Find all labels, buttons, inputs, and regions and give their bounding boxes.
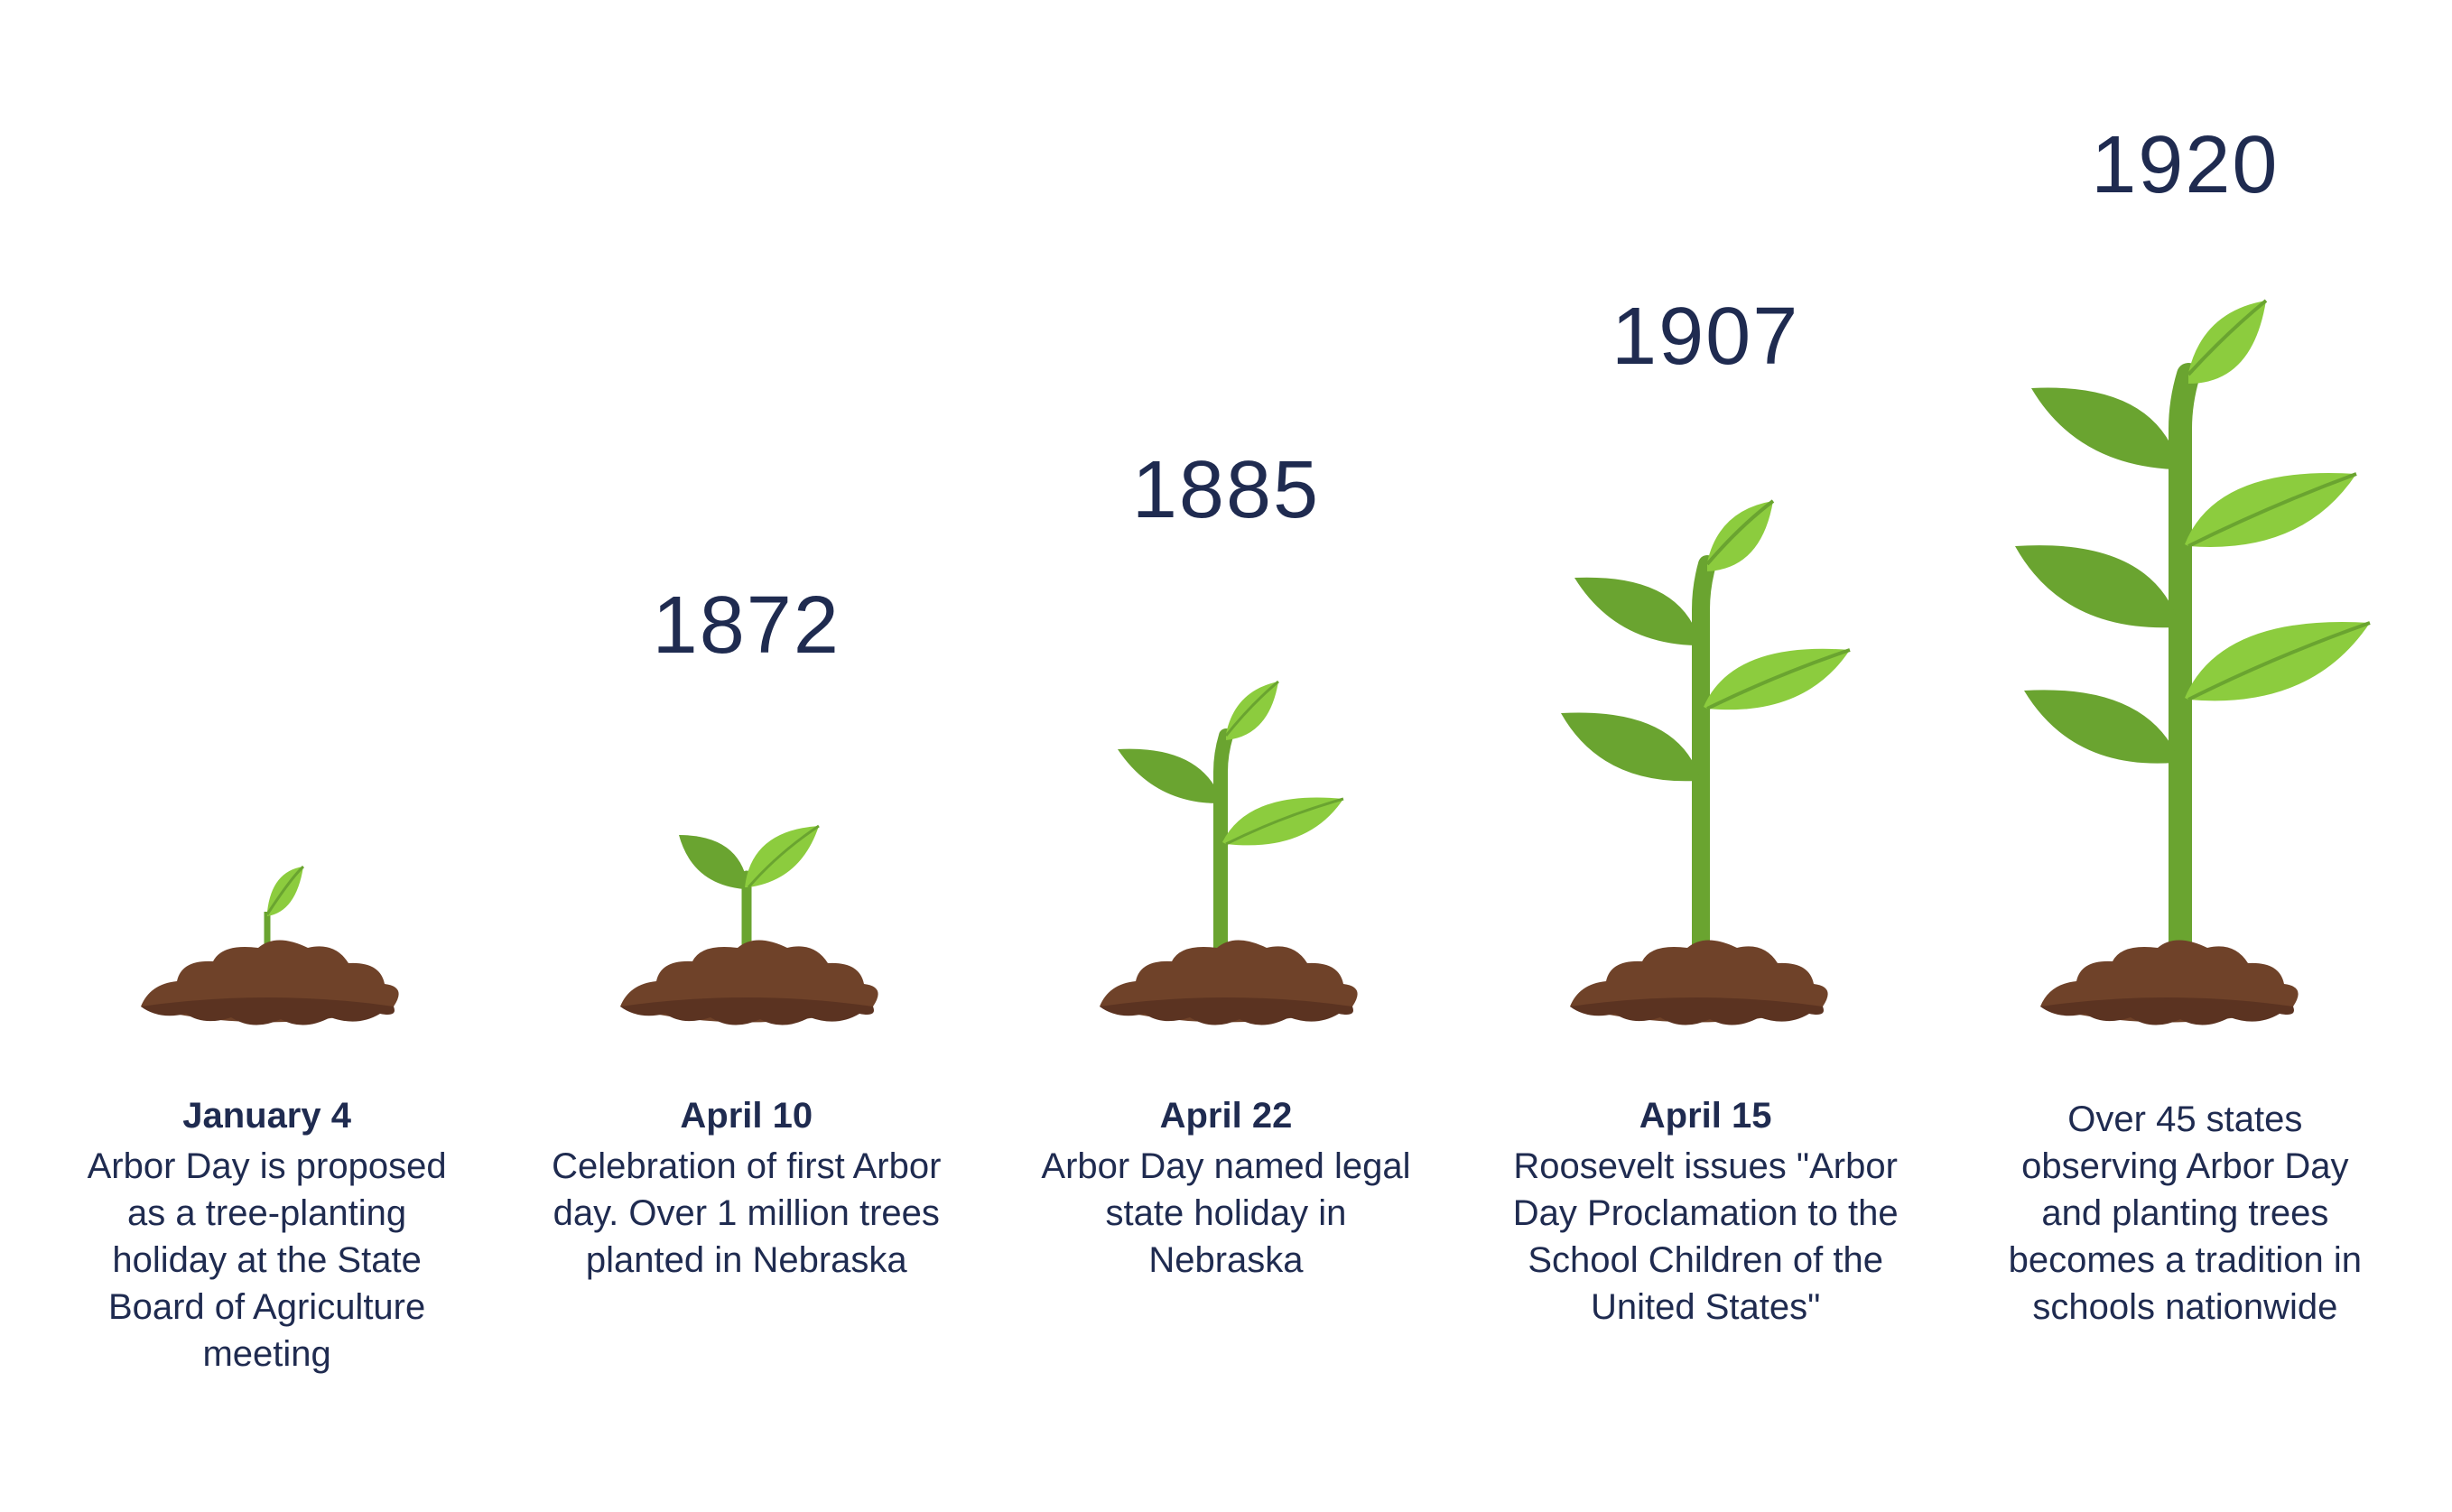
soil-mound-icon — [1570, 941, 1828, 1025]
stage-1: 1872 — [33, 643, 502, 1034]
desc-text: Over 45 states observing Arbor Day and p… — [1986, 1096, 2383, 1331]
text-2: April 10 Celebration of first Arbor day.… — [548, 1092, 945, 1377]
year-4: 1907 — [1611, 291, 1799, 384]
text-5: Over 45 states observing Arbor Day and p… — [1986, 1092, 2383, 1377]
stage-4: 1907 — [1471, 291, 1940, 1034]
soil-mound-icon — [141, 941, 399, 1025]
stage-3: 1885 — [991, 444, 1461, 1034]
year-5: 1920 — [2091, 119, 2279, 212]
soil-mound-icon — [620, 941, 878, 1025]
date-label: April 15 — [1507, 1092, 1904, 1139]
year-3: 1885 — [1132, 444, 1320, 537]
text-1: January 4 Arbor Day is proposed as a tre… — [69, 1092, 466, 1377]
desc-text: Arbor Day named legal state holiday in N… — [1027, 1143, 1425, 1284]
plant-growing-icon — [1516, 420, 1895, 1034]
desc-text: Celebration of first Arbor day. Over 1 m… — [548, 1143, 945, 1284]
soil-mound-icon — [2040, 941, 2299, 1025]
plant-sprout-icon — [114, 772, 421, 1034]
plants-row: 1872 1872 1885 — [0, 119, 2452, 1034]
plant-mature-icon — [1968, 248, 2401, 1034]
stage-5: 1920 — [1950, 119, 2419, 1034]
plant-seedling-icon — [593, 709, 900, 1034]
desc-text: Arbor Day is proposed as a tree-planting… — [69, 1143, 466, 1377]
desc-text: Roosevelt issues "Arbor Day Procla­matio… — [1507, 1143, 1904, 1331]
date-label: April 10 — [548, 1092, 945, 1139]
text-3: April 22 Arbor Day named legal state hol… — [1027, 1092, 1425, 1377]
soil-mound-icon — [1100, 941, 1358, 1025]
text-4: April 15 Roosevelt issues "Arbor Day Pro… — [1507, 1092, 1904, 1377]
stage-2: 1872 — [512, 580, 981, 1034]
descriptions-row: January 4 Arbor Day is proposed as a tre… — [0, 1092, 2452, 1377]
date-label: April 22 — [1027, 1092, 1425, 1139]
date-label: January 4 — [69, 1092, 466, 1139]
year-2: 1872 — [653, 580, 841, 673]
plant-young-icon — [1054, 573, 1398, 1034]
